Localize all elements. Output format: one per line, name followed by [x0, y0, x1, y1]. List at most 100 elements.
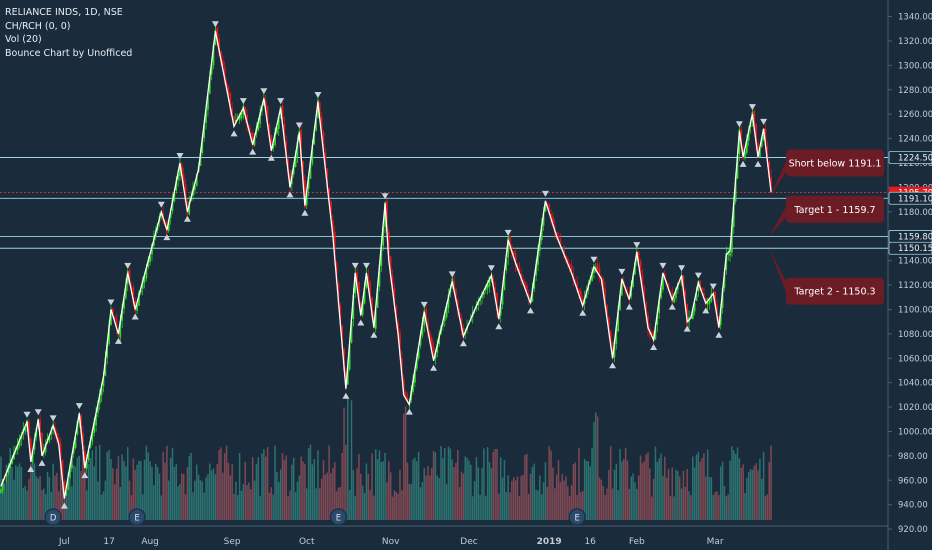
volume-bar — [345, 444, 347, 520]
volume-bar — [552, 467, 554, 520]
candle-body — [574, 281, 577, 283]
volume-bar — [179, 484, 181, 520]
indicator-chrch[interactable]: CH/RCH (0, 0) — [5, 20, 71, 32]
price-axis[interactable]: 1340.00 1320.00 1300.00 1280.00 1260.00 1240.… — [888, 13, 932, 536]
candle-body — [432, 346, 435, 358]
time-axis[interactable]: Jul 17 Aug Sep Oct Nov Dec 2019 16 Feb Mar — [58, 537, 724, 547]
candle-body — [289, 172, 291, 187]
candle-body — [387, 231, 390, 258]
pivot-low-marker — [430, 364, 438, 371]
candle-body — [505, 258, 508, 271]
volume-bar — [102, 491, 105, 520]
volume-bar — [675, 469, 677, 520]
volume-bar — [125, 466, 127, 520]
volume-bar — [106, 452, 108, 520]
volume-bar — [434, 452, 437, 520]
volume-bar — [266, 447, 269, 520]
callout-text: Target 1 - 1159.7 — [793, 205, 875, 216]
candle-body — [212, 44, 215, 66]
candle-body — [195, 173, 198, 186]
volume-bar — [130, 495, 133, 520]
volume-bar — [160, 495, 163, 520]
volume-bar — [209, 463, 211, 520]
volume-bar — [33, 463, 36, 520]
volume-bar — [760, 478, 763, 520]
volume-bar — [425, 475, 427, 520]
volume-bar — [339, 487, 342, 520]
candle-body — [760, 137, 763, 147]
level-price-label: 1159.80 — [898, 232, 932, 242]
pivot-low-marker — [342, 392, 350, 399]
volume-bar — [518, 495, 521, 520]
candle-body — [617, 311, 619, 332]
volume-bar — [609, 446, 612, 520]
volume-bar — [210, 470, 213, 520]
volume-bar — [757, 470, 759, 520]
candle-body — [436, 344, 439, 353]
volume-bar — [332, 467, 334, 520]
volume-bar — [291, 464, 293, 520]
volume-bar — [244, 461, 246, 520]
volume-bar — [436, 475, 439, 520]
volume-bar — [764, 495, 767, 520]
volume-bar — [727, 494, 729, 520]
candle-body — [65, 490, 68, 496]
pivot-low-marker — [495, 323, 503, 330]
candle-body — [74, 436, 77, 448]
y-tick-label: 1080.00 — [898, 330, 932, 340]
volume-bar — [99, 444, 101, 520]
volume-bar — [335, 491, 338, 520]
candle-body — [406, 396, 409, 402]
indicator-volume[interactable]: Vol (20) — [5, 34, 42, 45]
candle-body — [561, 247, 564, 249]
pivot-low-marker — [754, 160, 762, 167]
candle-body — [352, 294, 355, 320]
candle-body — [354, 273, 357, 294]
volume-bar — [563, 480, 565, 520]
volume-bar — [432, 450, 435, 520]
candle-body — [145, 267, 148, 278]
candle-body — [570, 265, 573, 271]
volume-bar — [320, 478, 323, 520]
volume-bar — [690, 495, 692, 520]
volume-bar — [643, 461, 646, 520]
indicator-bounce-chart[interactable]: Bounce Chart by Unofficed — [5, 47, 133, 59]
volume-bar — [294, 492, 297, 520]
volume-bar — [695, 454, 698, 520]
candle-body — [503, 272, 506, 291]
candle-body — [147, 260, 150, 267]
volume-bar — [753, 465, 756, 520]
volume-bar — [514, 480, 517, 520]
volume-bar — [490, 468, 493, 520]
volume-bar — [430, 467, 433, 520]
volume-bar — [658, 458, 660, 520]
candle-body — [544, 203, 547, 212]
pivot-high-marker — [23, 411, 31, 418]
candle-body — [557, 235, 560, 239]
pivot-high-marker — [694, 272, 702, 279]
pivot-low-marker — [579, 309, 587, 316]
candle-body — [302, 161, 304, 183]
callout-text: Short below 1191.1 — [789, 158, 882, 169]
volume-bar — [568, 496, 571, 520]
candle-body — [768, 161, 771, 178]
candle-body — [184, 184, 187, 202]
level-price-label: 1191.10 — [898, 194, 932, 204]
volume-bar — [442, 458, 444, 520]
volume-bar — [526, 453, 528, 520]
candle-body — [701, 287, 703, 291]
candle-body — [399, 332, 401, 357]
candle-body — [39, 419, 41, 436]
volume-bar — [595, 412, 597, 520]
candle-body — [277, 116, 280, 129]
volume-bar — [706, 449, 709, 520]
symbol-title[interactable]: RELIANCE INDS, 1D, NSE — [5, 7, 123, 18]
volume-bar — [619, 448, 621, 520]
volume-bar — [307, 448, 310, 520]
candle-body — [708, 299, 711, 304]
candle-body — [479, 298, 482, 301]
volume-bar — [731, 446, 733, 520]
pivot-low-marker — [650, 343, 658, 350]
